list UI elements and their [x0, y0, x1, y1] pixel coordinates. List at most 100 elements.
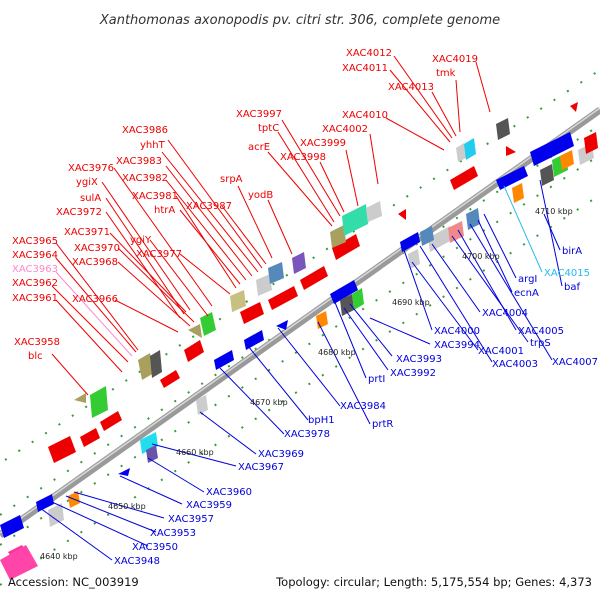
gene-feature	[36, 494, 54, 512]
gene-label: ygiX	[76, 177, 98, 188]
gene-feature	[138, 353, 154, 380]
gene-feature	[188, 324, 202, 338]
gene-label: XAC3958	[14, 337, 60, 348]
gene-label: XAC3963	[12, 264, 58, 275]
gene-label: XAC4013	[388, 82, 434, 93]
gene-label: XAC4010	[342, 110, 388, 121]
gene-label: XAC4005	[518, 326, 564, 337]
gene-label: srpA	[220, 174, 243, 185]
gene-label: tmk	[436, 68, 456, 79]
gene-label: XAC3968	[72, 257, 118, 268]
top-strand-labels: XAC3958 blc XAC3961 XAC3962 XAC3963 XAC3…	[12, 48, 478, 362]
gene-label: XAC3993	[396, 354, 442, 365]
gene-label: XAC3997	[236, 109, 282, 120]
gene-label: XAC3984	[340, 401, 386, 412]
gene-label: birA	[562, 246, 582, 257]
gene-feature	[240, 302, 264, 324]
gene-feature	[74, 393, 86, 403]
gene-label: XAC4001	[478, 346, 524, 357]
gene-feature	[268, 262, 284, 284]
gene-feature	[428, 226, 452, 252]
gene-feature	[352, 288, 364, 310]
tick-label-4670: 4670 kbp	[250, 398, 288, 407]
top-strand-features	[0, 102, 578, 580]
bottom-strand-features	[0, 132, 598, 538]
tick-label-4710: 4710 kbp	[535, 207, 573, 216]
gene-feature	[48, 503, 64, 527]
gene-feature	[570, 102, 578, 112]
gene-label: yhhT	[140, 140, 166, 151]
gene-feature	[292, 252, 306, 274]
gene-feature	[118, 468, 130, 476]
gene-feature	[400, 232, 420, 252]
gene-feature	[342, 204, 368, 236]
tick-label-4640: 4640 kbp	[40, 552, 78, 561]
accession-text: Accession: NC_003919	[8, 575, 139, 589]
gene-feature	[330, 225, 346, 248]
gene-feature	[512, 183, 524, 203]
gene-feature	[332, 234, 360, 260]
gene-label: XAC4002	[322, 124, 368, 135]
gene-feature	[540, 164, 554, 186]
gene-label: htrA	[154, 205, 175, 216]
gene-label: XAC3965	[12, 236, 58, 247]
gene-feature	[330, 280, 358, 304]
gene-feature	[244, 330, 264, 350]
tick-label-4650: 4650 kbp	[108, 502, 146, 511]
gene-label: acrE	[248, 142, 270, 153]
gene-feature	[268, 286, 298, 310]
gene-feature	[80, 428, 100, 447]
gene-label: XAC3970	[74, 243, 120, 254]
gene-feature	[48, 436, 76, 463]
gene-label: XAC3987	[186, 201, 232, 212]
gene-label: XAC3962	[12, 278, 58, 289]
gene-feature	[0, 515, 24, 538]
gene-feature	[214, 350, 234, 370]
gene-label: XAC3959	[186, 500, 232, 511]
gene-label: tptC	[258, 123, 279, 134]
gene-label: XAC3948	[114, 556, 160, 567]
gene-feature	[340, 294, 354, 316]
tick-label-4680: 4680 kbp	[318, 348, 356, 357]
gene-feature	[230, 290, 246, 312]
gene-feature	[300, 266, 328, 290]
tick-label-4660: 4660 kbp	[176, 448, 214, 457]
gene-label: XAC4019	[432, 54, 478, 65]
gene-feature	[100, 411, 122, 431]
gene-feature	[530, 132, 574, 166]
gene-feature	[584, 132, 598, 154]
gene-feature	[464, 138, 476, 160]
gene-label: XAC3972	[56, 207, 102, 218]
gene-label: XAC3957	[168, 514, 214, 525]
gene-feature	[456, 143, 466, 162]
tick-label-4700: 4700 kbp	[462, 252, 500, 261]
gene-label: XAC3992	[390, 368, 436, 379]
gene-label: XAC4015	[544, 268, 590, 279]
gene-label: blc	[28, 351, 43, 362]
gene-feature	[276, 320, 288, 330]
gene-label: XAC3994	[434, 340, 480, 351]
topology-stats-text: Topology: circular; Length: 5,175,554 bp…	[275, 575, 592, 589]
gene-label: XAC3977	[136, 249, 182, 260]
genome-title: Xanthomonas axonopodis pv. citri str. 30…	[99, 13, 500, 28]
gene-feature	[366, 201, 382, 222]
gene-feature	[496, 166, 528, 190]
gene-label: XAC3969	[258, 449, 304, 460]
gene-label: XAC3986	[122, 125, 168, 136]
gene-label: XAC3964	[12, 250, 58, 261]
gene-feature	[140, 432, 158, 454]
gene-label: XAC3978	[284, 429, 330, 440]
gene-label: XAC3967	[238, 462, 284, 473]
axis-tick-labels: 4640 kbp 4650 kbp 4660 kbp 4670 kbp 4680…	[40, 207, 573, 561]
gene-label: bpH1	[308, 415, 335, 426]
gene-label: sulA	[80, 193, 101, 204]
label-leader-lines	[39, 55, 563, 561]
gene-label: XAC4007	[552, 357, 598, 368]
gene-label: XAC3976	[68, 163, 114, 174]
gene-feature	[200, 312, 216, 336]
gene-label: XAC3953	[150, 528, 196, 539]
gene-label: XAC4004	[482, 308, 528, 319]
gene-label: XAC4000	[434, 326, 480, 337]
gene-feature	[184, 340, 204, 362]
